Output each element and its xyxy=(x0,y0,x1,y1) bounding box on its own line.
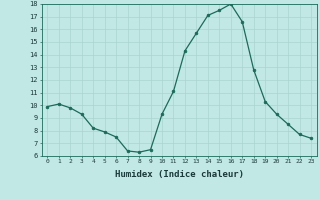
X-axis label: Humidex (Indice chaleur): Humidex (Indice chaleur) xyxy=(115,170,244,179)
